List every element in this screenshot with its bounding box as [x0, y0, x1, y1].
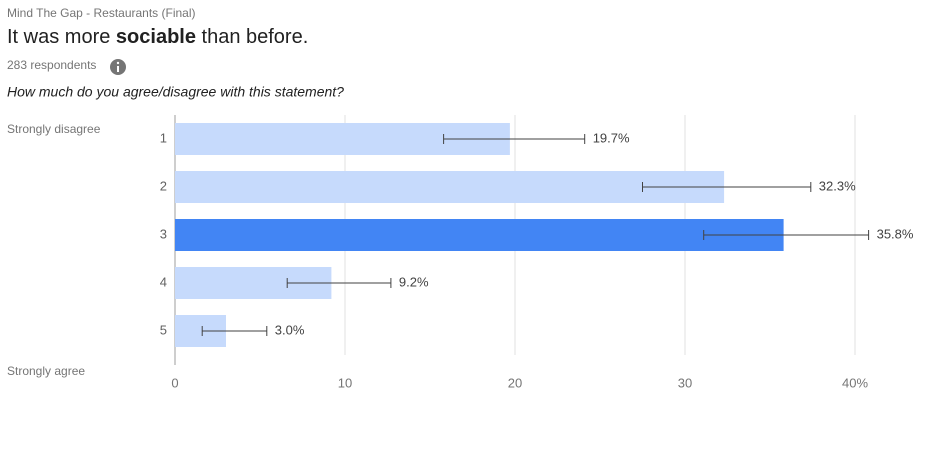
y-tick-label: 5 — [160, 322, 167, 337]
error-bar — [703, 230, 870, 240]
bar — [175, 219, 784, 251]
x-tick-label: 20 — [508, 375, 522, 390]
title-part: It was more — [7, 26, 116, 48]
data-label: 35.8% — [877, 226, 914, 241]
error-bar — [642, 182, 812, 192]
x-tick-label: 40% — [842, 375, 868, 390]
scale-label: Strongly disagree — [7, 122, 101, 136]
title-part: than before. — [196, 26, 308, 48]
data-label: 19.7% — [593, 130, 630, 145]
respondents: 283 respondents — [7, 58, 96, 72]
error-bar — [201, 326, 268, 336]
title-part: sociable — [116, 26, 196, 48]
survey-name: Mind The Gap - Restaurants (Final) — [7, 6, 196, 20]
x-tick-label: 30 — [678, 375, 692, 390]
chart-title: It was more sociable than before. — [7, 26, 308, 48]
error-bar — [443, 134, 586, 144]
data-label: 32.3% — [819, 178, 856, 193]
question: How much do you agree/disagree with this… — [7, 84, 344, 100]
data-label: 9.2% — [399, 274, 429, 289]
y-tick-label: 2 — [160, 178, 167, 193]
data-label: 3.0% — [275, 322, 305, 337]
bar — [175, 171, 725, 203]
y-tick-label: 1 — [160, 130, 167, 145]
y-tick-label: 3 — [160, 226, 167, 241]
y-tick-label: 4 — [160, 274, 167, 289]
scale-label: Strongly agree — [7, 364, 85, 378]
x-tick-label: 10 — [338, 375, 352, 390]
info-icon[interactable] — [110, 59, 126, 75]
error-bar — [286, 278, 392, 288]
x-tick-label: 0 — [171, 375, 178, 390]
